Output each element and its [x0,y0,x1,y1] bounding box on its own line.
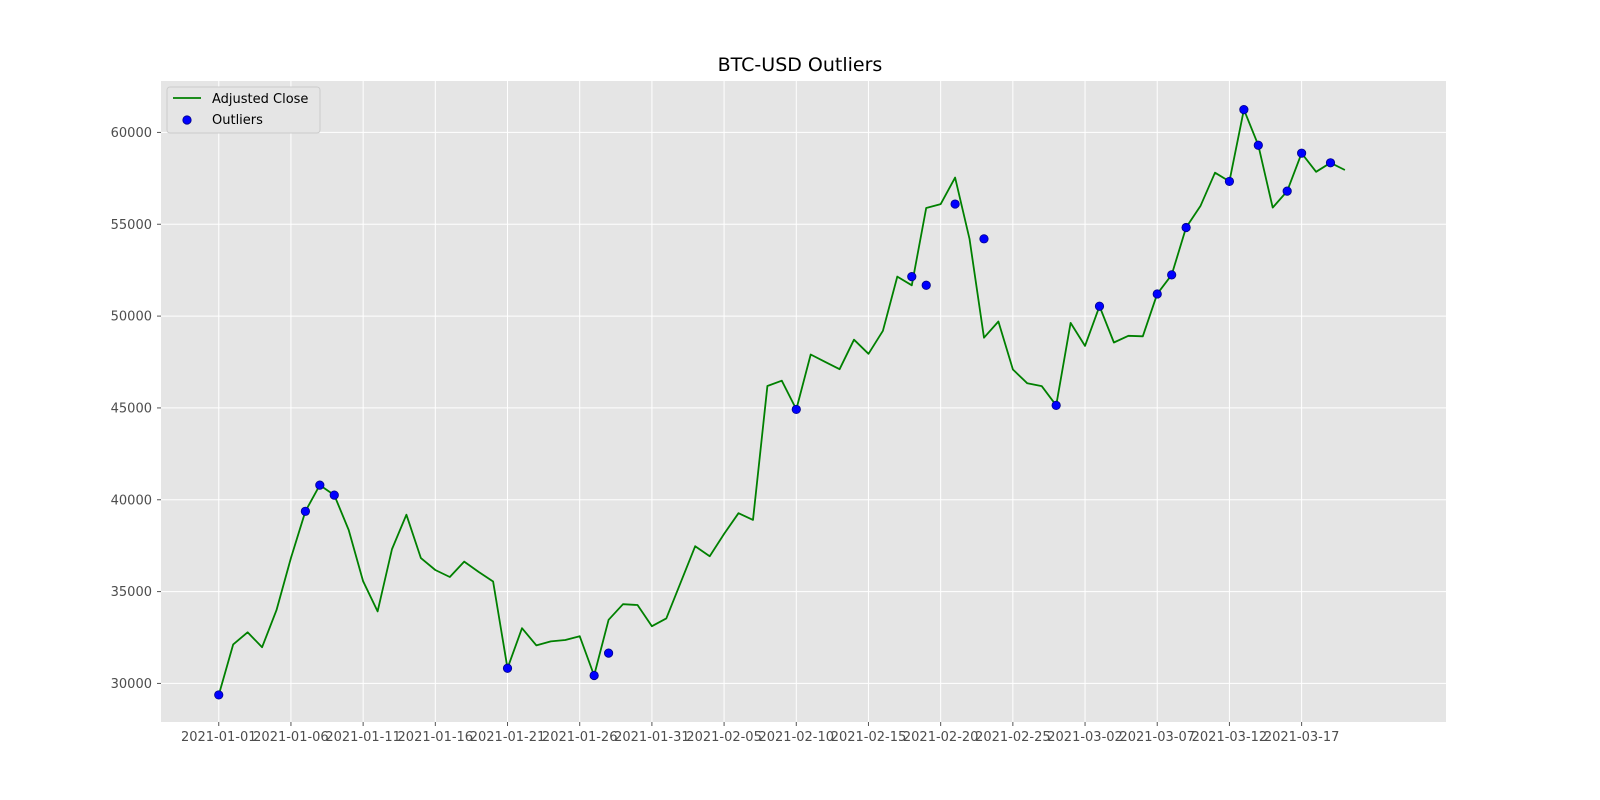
outlier-point [1224,176,1235,187]
outlier-point [979,234,989,244]
y-tick-label: 30000 [111,677,152,692]
x-tick-label: 2021-03-12 [1192,730,1268,745]
x-tick-label: 2021-02-25 [975,730,1051,745]
outlier-point [1297,148,1307,158]
legend-label-adjusted-close: Adjusted Close [212,92,308,107]
outlier-point [950,199,960,209]
x-tick-label: 2021-02-10 [758,730,834,745]
x-tick-label: 2021-02-15 [831,730,907,745]
x-tick-label: 2021-01-26 [542,730,618,745]
x-tick-label: 2021-01-16 [398,730,474,745]
y-tick-label: 55000 [111,218,152,233]
outlier-point [1253,140,1263,150]
x-tick-label: 2021-01-31 [614,730,690,745]
y-tick-label: 50000 [111,310,152,325]
x-tick-label: 2021-02-05 [686,730,762,745]
outlier-point [791,404,801,415]
y-tick-label: 60000 [111,126,152,141]
outlier-point [1094,301,1105,311]
outlier-point [1051,400,1061,411]
outlier-point [214,690,224,700]
outlier-point [300,506,310,516]
outlier-point [1325,158,1336,168]
x-tick-label: 2021-03-17 [1264,730,1340,745]
plot-area: 2021-01-012021-01-062021-01-112021-01-16… [111,81,1446,745]
outlier-point [1152,289,1162,299]
x-tick-label: 2021-01-21 [470,730,546,745]
legend-dot-marker [182,115,192,125]
outlier-point [329,490,339,500]
y-tick-label: 35000 [111,585,152,600]
outlier-point [502,663,513,673]
outlier-point [589,670,599,681]
x-tick-label: 2021-03-07 [1119,730,1195,745]
chart-title: BTC-USD Outliers [718,54,883,76]
outlier-point [1282,186,1292,196]
outlier-point [921,280,931,290]
x-tick-label: 2021-01-06 [253,730,329,745]
legend: Adjusted Close Outliers [166,86,321,134]
x-tick-label: 2021-01-01 [181,730,257,745]
y-tick-label: 45000 [111,401,152,416]
outlier-point [315,480,325,490]
outlier-point [1167,270,1177,280]
x-tick-label: 2021-01-11 [325,730,401,745]
outlier-point [603,648,614,658]
outlier-point [1181,222,1191,233]
plot-background [161,81,1446,722]
x-tick-label: 2021-03-02 [1047,730,1123,745]
y-tick-label: 40000 [111,493,152,508]
legend-box [166,86,321,134]
outlier-point [1239,104,1249,115]
x-tick-label: 2021-02-20 [903,730,979,745]
outlier-point [907,272,917,282]
legend-label-outliers: Outliers [212,113,263,128]
